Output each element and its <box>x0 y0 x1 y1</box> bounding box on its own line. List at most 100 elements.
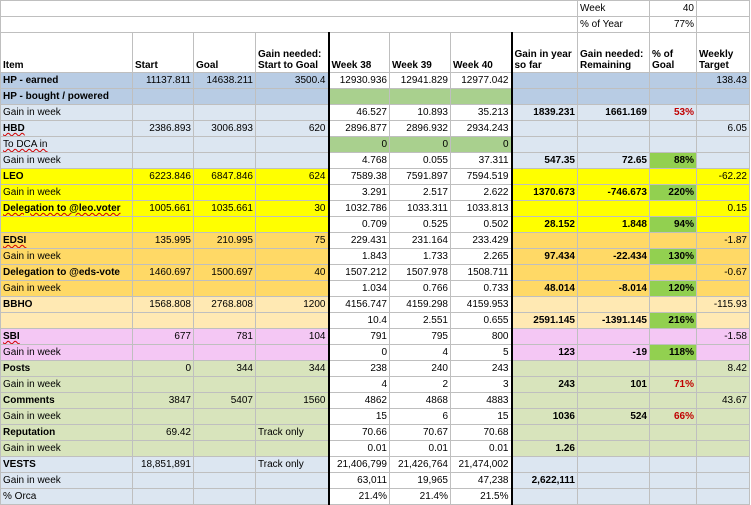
cell-target[interactable] <box>696 136 750 153</box>
cell-start[interactable]: 69.42 <box>132 424 194 441</box>
cell-remain[interactable]: -8.014 <box>577 280 650 297</box>
cell-pct[interactable]: 130% <box>649 248 697 265</box>
cell-item[interactable]: HP - earned <box>0 72 133 89</box>
pct-year-value[interactable]: 77% <box>649 16 697 33</box>
cell-w38[interactable]: 1507.212 <box>328 264 390 281</box>
cell-needed[interactable] <box>255 408 330 425</box>
cell-goal[interactable]: 2768.808 <box>193 296 256 313</box>
cell-item[interactable]: HBD <box>0 120 133 137</box>
cell-w38[interactable]: 229.431 <box>328 232 390 249</box>
cell-goal[interactable] <box>193 456 256 473</box>
cell-ytd[interactable] <box>511 168 578 185</box>
cell-w39[interactable]: 6 <box>389 408 451 425</box>
cell-remain[interactable] <box>577 440 650 457</box>
cell-ytd[interactable] <box>511 328 578 345</box>
header-week-38[interactable]: Week 38 <box>328 32 390 73</box>
cell-start[interactable]: 1568.808 <box>132 296 194 313</box>
cell-w38[interactable]: 7589.38 <box>328 168 390 185</box>
cell-w40[interactable]: 3 <box>450 376 513 393</box>
cell-remain[interactable] <box>577 232 650 249</box>
cell-pct[interactable]: 66% <box>649 408 697 425</box>
cell-item[interactable]: Comments <box>0 392 133 409</box>
cell-w38[interactable]: 791 <box>328 328 390 345</box>
cell-pct[interactable] <box>649 72 697 89</box>
cell-target[interactable]: 43.67 <box>696 392 750 409</box>
cell-target[interactable] <box>696 440 750 457</box>
cell-item[interactable]: Posts <box>0 360 133 377</box>
cell-item[interactable]: Gain in week <box>0 472 133 489</box>
cell-w40[interactable]: 4883 <box>450 392 513 409</box>
cell-pct[interactable] <box>649 456 697 473</box>
cell-remain[interactable]: -746.673 <box>577 184 650 201</box>
cell-pct[interactable]: 88% <box>649 152 697 169</box>
cell-ytd[interactable]: 1839.231 <box>511 104 578 121</box>
cell-w40[interactable]: 0.733 <box>450 280 513 297</box>
cell-target[interactable] <box>696 104 750 121</box>
cell-ytd[interactable] <box>511 200 578 217</box>
cell-ytd[interactable]: 547.35 <box>511 152 578 169</box>
cell-start[interactable] <box>132 344 194 361</box>
week-label[interactable]: Week <box>577 0 650 17</box>
header-gain-remaining[interactable]: Gain needed: Remaining <box>577 32 650 73</box>
cell-pct[interactable] <box>649 168 697 185</box>
cell-w40[interactable]: 0.502 <box>450 216 513 233</box>
cell-w40[interactable]: 7594.519 <box>450 168 513 185</box>
cell-item[interactable]: % Orca <box>0 488 133 505</box>
cell-w40[interactable]: 0.01 <box>450 440 513 457</box>
cell-needed[interactable]: 1200 <box>255 296 330 313</box>
cell-target[interactable]: 8.42 <box>696 360 750 377</box>
cell-w38[interactable]: 4 <box>328 376 390 393</box>
cell-needed[interactable] <box>255 344 330 361</box>
cell-w39[interactable]: 2.551 <box>389 312 451 329</box>
cell-item[interactable]: EDSI <box>0 232 133 249</box>
cell-w40[interactable]: 0 <box>450 136 513 153</box>
cell-w38[interactable]: 0.709 <box>328 216 390 233</box>
cell-pct[interactable]: 216% <box>649 312 697 329</box>
cell-w40[interactable]: 37.311 <box>450 152 513 169</box>
cell-w38[interactable]: 1.034 <box>328 280 390 297</box>
cell-goal[interactable] <box>193 344 256 361</box>
cell-w38[interactable]: 4862 <box>328 392 390 409</box>
cell-target[interactable] <box>696 488 750 505</box>
cell-w38[interactable]: 12930.936 <box>328 72 390 89</box>
cell-pct[interactable] <box>649 488 697 505</box>
cell-ytd[interactable]: 1370.673 <box>511 184 578 201</box>
cell-goal[interactable] <box>193 424 256 441</box>
cell-pct[interactable] <box>649 360 697 377</box>
cell-w38[interactable]: 63,011 <box>328 472 390 489</box>
cell-goal[interactable]: 1500.697 <box>193 264 256 281</box>
cell-ytd[interactable] <box>511 88 578 105</box>
cell-ytd[interactable] <box>511 392 578 409</box>
cell-remain[interactable]: -19 <box>577 344 650 361</box>
cell-w39[interactable]: 1.733 <box>389 248 451 265</box>
cell-item[interactable]: BBHO <box>0 296 133 313</box>
cell-ytd[interactable] <box>511 360 578 377</box>
cell-ytd[interactable]: 2,622,111 <box>511 472 578 489</box>
cell-w39[interactable]: 10.893 <box>389 104 451 121</box>
cell-w39[interactable]: 4868 <box>389 392 451 409</box>
cell-target[interactable] <box>696 280 750 297</box>
cell-start[interactable]: 1460.697 <box>132 264 194 281</box>
cell-start[interactable] <box>132 184 194 201</box>
header-goal[interactable]: Goal <box>193 32 256 73</box>
cell-w38[interactable]: 15 <box>328 408 390 425</box>
cell-item[interactable]: Gain in week <box>0 408 133 425</box>
cell-needed[interactable]: Track only <box>255 424 330 441</box>
cell-start[interactable]: 0 <box>132 360 194 377</box>
pct-year-label[interactable]: % of Year <box>577 16 650 33</box>
cell-start[interactable] <box>132 408 194 425</box>
cell-pct[interactable] <box>649 136 697 153</box>
cell-remain[interactable] <box>577 120 650 137</box>
cell-ytd[interactable]: 1036 <box>511 408 578 425</box>
cell-needed[interactable] <box>255 488 330 505</box>
cell-goal[interactable] <box>193 440 256 457</box>
cell-target[interactable]: -115.93 <box>696 296 750 313</box>
cell-needed[interactable] <box>255 184 330 201</box>
cell-w38[interactable]: 238 <box>328 360 390 377</box>
cell-w39[interactable]: 2896.932 <box>389 120 451 137</box>
cell-pct[interactable] <box>649 264 697 281</box>
cell-remain[interactable] <box>577 424 650 441</box>
cell-pct[interactable]: 71% <box>649 376 697 393</box>
cell-needed[interactable]: 75 <box>255 232 330 249</box>
cell-target[interactable] <box>696 248 750 265</box>
